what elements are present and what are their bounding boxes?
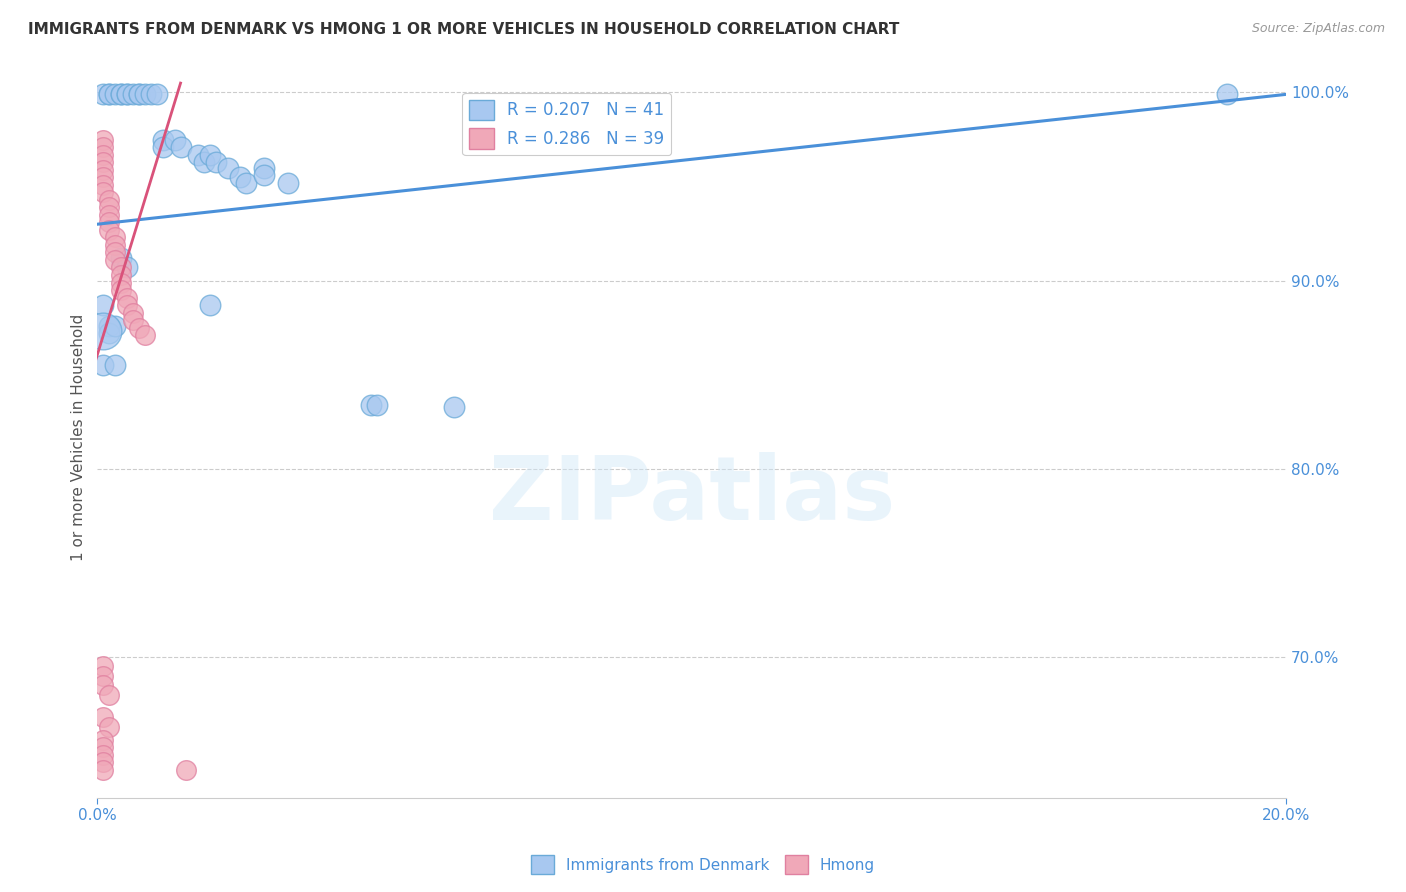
- Point: [200, 298, 222, 312]
- Point: [128, 87, 150, 102]
- Point: [366, 398, 388, 412]
- Point: [91, 155, 114, 169]
- Point: [193, 155, 215, 169]
- Point: [104, 230, 127, 244]
- Point: [110, 260, 132, 275]
- Point: [115, 291, 138, 305]
- Point: [110, 283, 132, 297]
- Point: [152, 132, 174, 146]
- Point: [134, 328, 156, 343]
- Point: [98, 318, 121, 333]
- Point: [128, 87, 150, 102]
- Point: [91, 740, 114, 755]
- Point: [110, 87, 132, 102]
- Point: [115, 87, 138, 102]
- Point: [104, 238, 127, 252]
- Point: [98, 223, 121, 237]
- Point: [134, 87, 156, 102]
- Point: [152, 140, 174, 154]
- Point: [104, 252, 127, 267]
- Point: [169, 140, 191, 154]
- Point: [122, 305, 145, 319]
- Point: [104, 245, 127, 260]
- Point: [235, 176, 257, 190]
- Point: [91, 756, 114, 770]
- Y-axis label: 1 or more Vehicles in Household: 1 or more Vehicles in Household: [72, 314, 86, 561]
- Point: [98, 720, 121, 734]
- Text: ZIPatlas: ZIPatlas: [488, 452, 894, 539]
- Point: [98, 193, 121, 207]
- Legend: R = 0.207   N = 41, R = 0.286   N = 39: R = 0.207 N = 41, R = 0.286 N = 39: [463, 93, 671, 155]
- Point: [360, 398, 382, 412]
- Text: IMMIGRANTS FROM DENMARK VS HMONG 1 OR MORE VEHICLES IN HOUSEHOLD CORRELATION CHA: IMMIGRANTS FROM DENMARK VS HMONG 1 OR MO…: [28, 22, 900, 37]
- Point: [122, 87, 145, 102]
- Point: [110, 251, 132, 265]
- Point: [91, 132, 114, 146]
- Point: [122, 313, 145, 327]
- Point: [146, 87, 169, 102]
- Point: [91, 732, 114, 747]
- Point: [91, 763, 114, 777]
- Point: [200, 147, 222, 161]
- Point: [229, 170, 252, 185]
- Point: [98, 215, 121, 229]
- Point: [115, 260, 138, 275]
- Point: [91, 669, 114, 683]
- Point: [115, 87, 138, 102]
- Point: [110, 276, 132, 290]
- Point: [91, 140, 114, 154]
- Point: [163, 132, 186, 146]
- Legend: Immigrants from Denmark, Hmong: Immigrants from Denmark, Hmong: [524, 849, 882, 880]
- Point: [91, 147, 114, 161]
- Point: [98, 200, 121, 214]
- Point: [253, 169, 276, 183]
- Point: [253, 161, 276, 175]
- Point: [98, 326, 121, 341]
- Point: [128, 320, 150, 334]
- Point: [1215, 87, 1237, 102]
- Point: [110, 87, 132, 102]
- Point: [91, 178, 114, 192]
- Point: [277, 176, 299, 190]
- Text: Source: ZipAtlas.com: Source: ZipAtlas.com: [1251, 22, 1385, 36]
- Point: [91, 162, 114, 177]
- Point: [98, 87, 121, 102]
- Point: [176, 763, 198, 777]
- Point: [91, 710, 114, 724]
- Point: [115, 298, 138, 312]
- Point: [91, 659, 114, 673]
- Point: [91, 325, 114, 339]
- Point: [91, 185, 114, 199]
- Point: [217, 161, 239, 175]
- Point: [110, 268, 132, 282]
- Point: [205, 155, 228, 169]
- Point: [91, 678, 114, 692]
- Point: [91, 359, 114, 373]
- Point: [139, 87, 162, 102]
- Point: [187, 147, 209, 161]
- Point: [98, 87, 121, 102]
- Point: [98, 688, 121, 702]
- Point: [91, 747, 114, 762]
- Point: [443, 400, 465, 414]
- Point: [91, 87, 114, 102]
- Point: [104, 359, 127, 373]
- Point: [98, 208, 121, 222]
- Point: [91, 170, 114, 185]
- Point: [91, 298, 114, 312]
- Point: [104, 87, 127, 102]
- Point: [104, 318, 127, 333]
